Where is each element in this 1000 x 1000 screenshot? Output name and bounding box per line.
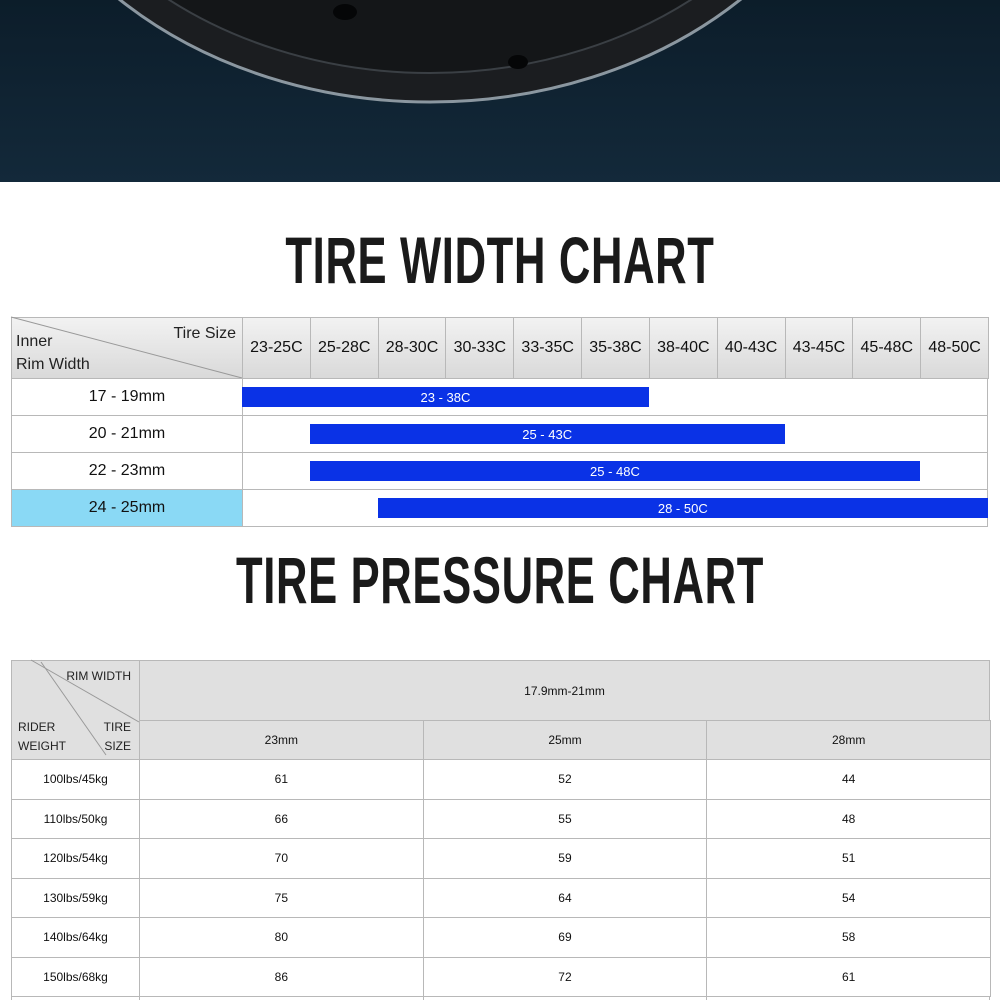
range-bar: 25 - 43C	[309, 424, 785, 444]
rim-width-cell: 24 - 25mm	[11, 489, 243, 527]
corner-bottom: Inner Rim Width	[16, 333, 90, 373]
pressure-cell: 70	[139, 838, 424, 879]
tire-size-header: 25mm	[422, 720, 708, 760]
column-header: 25-28C	[309, 317, 379, 379]
pressure-cell: 48	[706, 798, 991, 839]
column-header: 35-38C	[581, 317, 650, 379]
pressure-chart-title: TIRE PRESSURE CHART	[235, 543, 765, 617]
column-header: 33-35C	[513, 317, 583, 379]
pressure-cell: 64	[422, 877, 708, 918]
column-divider	[706, 996, 708, 1000]
pressure-cell: 55	[422, 798, 708, 839]
width-chart-title: TIRE WIDTH CHART	[285, 223, 715, 297]
column-header: 30-33C	[445, 317, 515, 379]
pressure-cell: 51	[706, 838, 991, 879]
pressure-cell: 69	[422, 917, 708, 958]
rim-width-cell: 17 - 19mm	[11, 378, 243, 416]
banner	[0, 0, 1000, 182]
table-continuation	[11, 996, 990, 1000]
column-divider	[422, 996, 424, 1000]
range-bar: 25 - 48C	[309, 461, 921, 481]
rider-weight-cell: 120lbs/54kg	[11, 838, 140, 879]
rim-width-cell: 20 - 21mm	[11, 415, 243, 453]
pressure-cell: 52	[422, 759, 708, 800]
rim-width-header: 17.9mm-21mm	[139, 660, 990, 721]
corner-top: Tire Size	[173, 325, 236, 342]
rider-weight-cell: 150lbs/68kg	[11, 956, 140, 997]
corner-left: RIDER WEIGHT	[18, 720, 66, 753]
column-header: 43-45C	[784, 317, 854, 379]
pressure-cell: 59	[422, 838, 708, 879]
rider-weight-cell: 100lbs/45kg	[11, 759, 140, 800]
rim-width-cell: 22 - 23mm	[11, 452, 243, 490]
column-header: 40-43C	[716, 317, 786, 379]
column-header: 23-25C	[242, 317, 311, 379]
pressure-cell: 44	[706, 759, 991, 800]
pressure-cell: 72	[422, 956, 708, 997]
range-bar: 23 - 38C	[242, 387, 649, 407]
tire-size-header: 23mm	[139, 720, 424, 760]
rider-weight-cell: 130lbs/59kg	[11, 877, 140, 918]
pressure-cell: 75	[139, 877, 424, 918]
column-header: 45-48C	[852, 317, 922, 379]
rider-weight-cell: 140lbs/64kg	[11, 917, 140, 958]
corner-top: RIM WIDTH	[66, 669, 131, 683]
range-bar: 28 - 50C	[377, 498, 988, 518]
pressure-cell: 80	[139, 917, 424, 958]
column-header: 38-40C	[648, 317, 718, 379]
tire-size-header: 28mm	[706, 720, 991, 760]
column-header: 48-50C	[920, 317, 989, 379]
rider-weight-cell: 110lbs/50kg	[11, 798, 140, 839]
pressure-cell: 66	[139, 798, 424, 839]
pressure-cell: 58	[706, 917, 991, 958]
pressure-cell: 86	[139, 956, 424, 997]
pressure-cell: 61	[139, 759, 424, 800]
column-divider	[139, 996, 140, 1000]
column-header: 28-30C	[377, 317, 447, 379]
pressure-cell: 54	[706, 877, 991, 918]
pressure-cell: 61	[706, 956, 991, 997]
corner-right: TIRE SIZE	[103, 720, 131, 753]
